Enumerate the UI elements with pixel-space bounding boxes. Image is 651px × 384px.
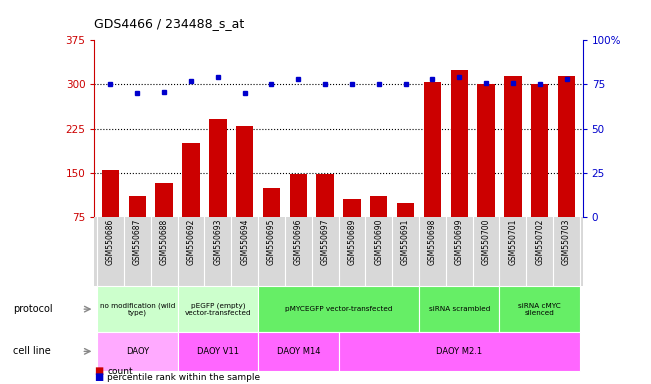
Text: GSM550686: GSM550686 (106, 218, 115, 265)
Text: GSM550697: GSM550697 (320, 218, 329, 265)
Text: GDS4466 / 234488_s_at: GDS4466 / 234488_s_at (94, 17, 245, 30)
Bar (290, 174, 307, 261)
Text: no modification (wild
type): no modification (wild type) (100, 302, 175, 316)
Text: ■: ■ (94, 366, 104, 376)
Text: pEGFP (empty)
vector-transfected: pEGFP (empty) vector-transfected (184, 302, 251, 316)
Text: pMYCEGFP vector-transfected: pMYCEGFP vector-transfected (284, 306, 393, 312)
Bar (97, 286, 178, 332)
Text: ■: ■ (94, 372, 104, 382)
Bar (397, 204, 414, 261)
Text: GSM550693: GSM550693 (214, 218, 222, 265)
Text: GSM550700: GSM550700 (482, 218, 491, 265)
Bar (258, 332, 339, 371)
Bar (499, 286, 580, 332)
Bar (419, 286, 499, 332)
Text: GSM550690: GSM550690 (374, 218, 383, 265)
Bar (450, 70, 468, 261)
Bar (504, 76, 521, 261)
Bar (182, 143, 200, 261)
Text: GSM550701: GSM550701 (508, 218, 518, 265)
Text: GSM550703: GSM550703 (562, 218, 571, 265)
Bar (178, 332, 258, 371)
Text: DAOY M2.1: DAOY M2.1 (436, 347, 482, 356)
Text: protocol: protocol (13, 304, 53, 314)
Text: count: count (107, 367, 133, 376)
Text: siRNA scrambled: siRNA scrambled (428, 306, 490, 312)
Bar (424, 81, 441, 261)
Text: DAOY M14: DAOY M14 (277, 347, 320, 356)
Text: DAOY V11: DAOY V11 (197, 347, 239, 356)
Text: GSM550691: GSM550691 (401, 218, 410, 265)
Bar (316, 174, 334, 261)
Bar (477, 84, 495, 261)
Bar (236, 126, 253, 261)
Text: cell line: cell line (13, 346, 51, 356)
Text: GSM550698: GSM550698 (428, 218, 437, 265)
Bar (209, 119, 227, 261)
Bar (258, 286, 419, 332)
Text: GSM550696: GSM550696 (294, 218, 303, 265)
Text: siRNA cMYC
silenced: siRNA cMYC silenced (518, 303, 561, 316)
Bar (343, 199, 361, 261)
Bar (263, 187, 280, 261)
Bar (531, 84, 548, 261)
Text: GSM550688: GSM550688 (159, 218, 169, 265)
Text: GSM550699: GSM550699 (455, 218, 464, 265)
Bar (102, 170, 119, 261)
Bar (339, 332, 580, 371)
Text: DAOY: DAOY (126, 347, 149, 356)
Bar (129, 196, 146, 261)
Bar (178, 286, 258, 332)
Text: percentile rank within the sample: percentile rank within the sample (107, 374, 260, 382)
Text: GSM550692: GSM550692 (186, 218, 195, 265)
Text: GSM550687: GSM550687 (133, 218, 142, 265)
Text: GSM550689: GSM550689 (348, 218, 357, 265)
Bar (156, 183, 173, 261)
Bar (370, 196, 387, 261)
Text: GSM550702: GSM550702 (535, 218, 544, 265)
Bar (97, 332, 178, 371)
Text: GSM550695: GSM550695 (267, 218, 276, 265)
Bar (558, 76, 575, 261)
Text: GSM550694: GSM550694 (240, 218, 249, 265)
